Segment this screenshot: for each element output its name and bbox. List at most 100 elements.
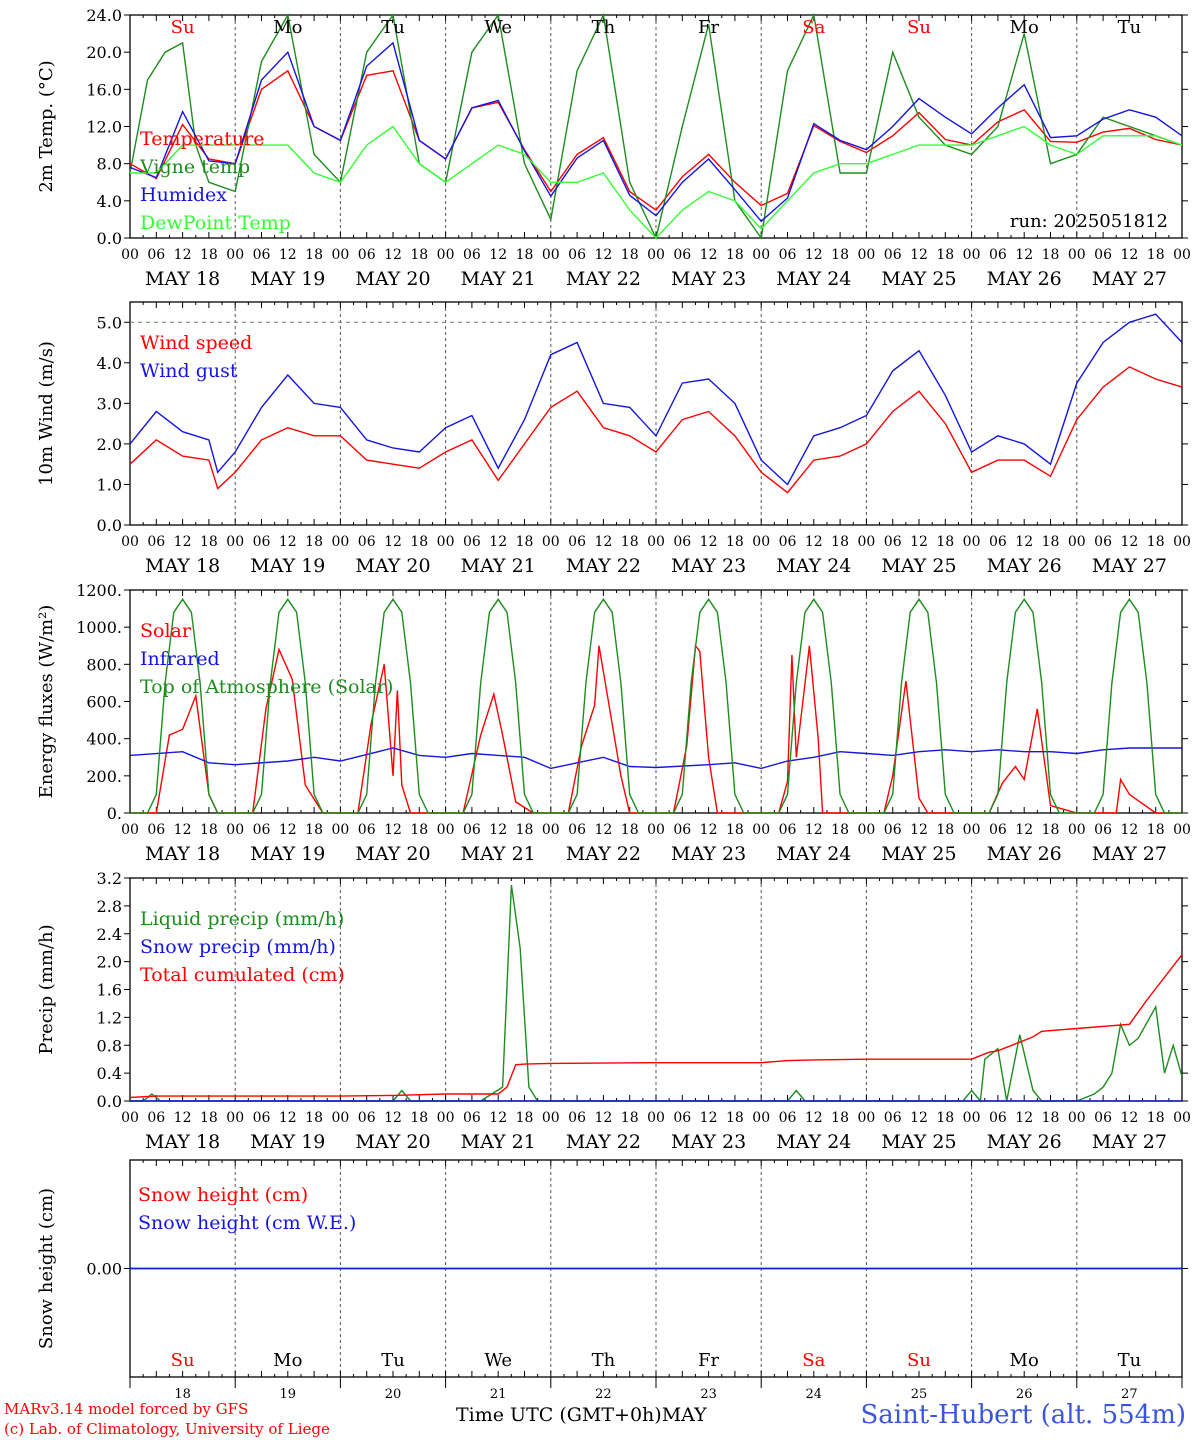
hour-label: 12 bbox=[594, 822, 612, 838]
hour-label: 06 bbox=[673, 247, 691, 263]
y-axis-title: Precip (mm/h) bbox=[36, 924, 57, 1054]
series-line bbox=[129, 954, 1183, 1099]
hour-label: 12 bbox=[489, 534, 507, 550]
hour-label: 18 bbox=[1042, 1110, 1060, 1126]
day-label: MAY 23 bbox=[671, 555, 746, 577]
hour-label: 00 bbox=[331, 247, 349, 263]
hour-label: 06 bbox=[779, 247, 797, 263]
hour-label: 00 bbox=[542, 1110, 560, 1126]
day-label: MAY 20 bbox=[355, 1131, 430, 1153]
hour-label: 00 bbox=[542, 822, 560, 838]
hour-label: 00 bbox=[437, 247, 455, 263]
hour-label: 18 bbox=[516, 1110, 534, 1126]
hour-label: 06 bbox=[884, 822, 902, 838]
hour-label: 06 bbox=[884, 1110, 902, 1126]
day-label: MAY 21 bbox=[461, 843, 536, 865]
hour-label: 06 bbox=[358, 1110, 376, 1126]
y-tick-label: 4.0 bbox=[97, 354, 122, 373]
hour-label: 12 bbox=[805, 247, 823, 263]
hour-label: 18 bbox=[831, 534, 849, 550]
hour-label: 00 bbox=[647, 1110, 665, 1126]
hour-label: 18 bbox=[621, 534, 639, 550]
hour-label: 06 bbox=[253, 1110, 271, 1126]
day-label: MAY 27 bbox=[1092, 843, 1167, 865]
hour-label: 06 bbox=[147, 822, 165, 838]
day-label: MAY 27 bbox=[1092, 268, 1167, 290]
series-line bbox=[129, 41, 1183, 223]
legend-entry: Liquid precip (mm/h) bbox=[140, 908, 344, 930]
legend-entry: Snow precip (mm/h) bbox=[140, 936, 336, 958]
day-label: MAY 21 bbox=[461, 1131, 536, 1153]
hour-label: 00 bbox=[647, 247, 665, 263]
hour-label: 06 bbox=[779, 534, 797, 550]
series-line bbox=[129, 12, 1183, 241]
y-tick-label: 0.0 bbox=[97, 1092, 122, 1111]
hour-label: 00 bbox=[226, 822, 244, 838]
hour-label: 00 bbox=[857, 1110, 875, 1126]
hour-label: 18 bbox=[305, 822, 323, 838]
day-number: 27 bbox=[1121, 1387, 1138, 1402]
day-label: MAY 26 bbox=[987, 843, 1062, 865]
hour-label: 18 bbox=[410, 1110, 428, 1126]
day-label: MAY 18 bbox=[145, 843, 220, 865]
hour-label: 00 bbox=[542, 247, 560, 263]
hour-label: 00 bbox=[1068, 247, 1086, 263]
x-axis-title-text: Time UTC (GMT+0h) bbox=[456, 1404, 662, 1426]
hour-label: 12 bbox=[489, 247, 507, 263]
y-tick-label: 2.4 bbox=[97, 925, 122, 944]
series-line bbox=[129, 747, 1182, 770]
y-tick-label: 1.0 bbox=[97, 475, 122, 494]
legend-entry: Wind gust bbox=[140, 360, 238, 382]
hour-label: 18 bbox=[1147, 534, 1165, 550]
legend-entry: Temperature bbox=[140, 128, 264, 150]
hour-label: 06 bbox=[147, 1110, 165, 1126]
day-number: 19 bbox=[280, 1387, 297, 1402]
hour-label: 12 bbox=[700, 534, 718, 550]
hour-label: 18 bbox=[305, 1110, 323, 1126]
hour-label: 12 bbox=[174, 1110, 192, 1126]
y-tick-label: 1.6 bbox=[97, 981, 122, 1000]
weekday-label: Sa bbox=[802, 17, 825, 38]
y-tick-label: 2.8 bbox=[97, 897, 122, 916]
hour-label: 06 bbox=[1094, 534, 1112, 550]
hour-label: 12 bbox=[1015, 822, 1033, 838]
hour-label: 12 bbox=[279, 1110, 297, 1126]
day-label: MAY 20 bbox=[355, 843, 430, 865]
weekday-label: Su bbox=[907, 17, 931, 38]
hour-label: 18 bbox=[726, 534, 744, 550]
hour-label: 06 bbox=[568, 247, 586, 263]
day-label: MAY 22 bbox=[566, 1131, 641, 1153]
y-tick-label: 1000. bbox=[76, 618, 122, 637]
y-tick-label: 0.4 bbox=[97, 1064, 122, 1083]
y-tick-label: 0. bbox=[107, 804, 122, 823]
hour-label: 06 bbox=[358, 247, 376, 263]
hour-label: 12 bbox=[594, 247, 612, 263]
y-tick-label: 0.00 bbox=[86, 1260, 122, 1279]
weekday-label: Th bbox=[592, 1350, 616, 1371]
day-label: MAY 22 bbox=[566, 268, 641, 290]
weekday-label: We bbox=[484, 17, 512, 38]
hour-label: 18 bbox=[621, 247, 639, 263]
series-line bbox=[129, 366, 1183, 494]
day-label: MAY 20 bbox=[355, 555, 430, 577]
y-tick-label: 12.0 bbox=[86, 118, 122, 137]
day-label: MAY 27 bbox=[1092, 1131, 1167, 1153]
hour-label: 00 bbox=[542, 534, 560, 550]
legend-entry: Top of Atmosphere (Solar) bbox=[140, 676, 393, 698]
hour-label: 18 bbox=[831, 247, 849, 263]
hour-label: 06 bbox=[253, 822, 271, 838]
weekday-label: Tu bbox=[381, 17, 405, 38]
day-label: MAY 24 bbox=[776, 843, 851, 865]
hour-label: 00 bbox=[437, 822, 455, 838]
hour-label: 12 bbox=[384, 1110, 402, 1126]
weekday-label: Th bbox=[592, 17, 616, 38]
day-label: MAY 18 bbox=[145, 555, 220, 577]
hour-label: 06 bbox=[568, 1110, 586, 1126]
hour-label: 00 bbox=[121, 534, 139, 550]
day-label: MAY 24 bbox=[776, 555, 851, 577]
hour-label: 00 bbox=[752, 1110, 770, 1126]
hour-label: 00 bbox=[752, 247, 770, 263]
y-axis-title: 10m Wind (m/s) bbox=[36, 341, 57, 486]
day-number: 23 bbox=[700, 1387, 717, 1402]
hour-label: 06 bbox=[358, 534, 376, 550]
